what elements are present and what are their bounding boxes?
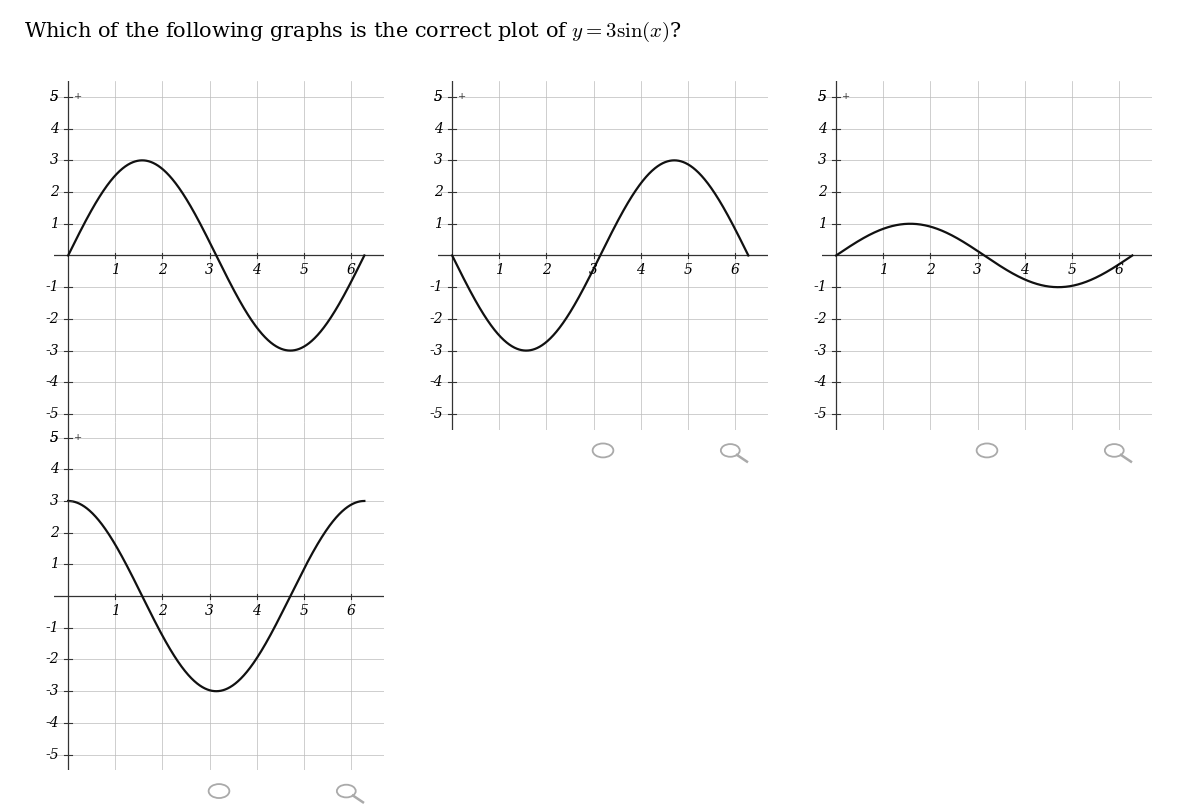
Text: 1: 1: [878, 264, 888, 277]
Text: -5: -5: [46, 748, 59, 762]
Text: -3: -3: [814, 344, 827, 358]
Text: -3: -3: [46, 684, 59, 698]
Text: 4: 4: [50, 462, 59, 476]
Text: 3: 3: [50, 153, 59, 167]
Text: 1: 1: [50, 557, 59, 572]
Text: 1: 1: [50, 217, 59, 231]
Text: -1: -1: [814, 280, 827, 294]
Text: -2: -2: [430, 312, 443, 326]
Text: 3: 3: [973, 264, 982, 277]
Text: +: +: [842, 92, 850, 101]
Text: 5: 5: [50, 90, 59, 104]
Text: 3: 3: [589, 264, 598, 277]
Text: 5: 5: [684, 264, 692, 277]
Text: 4: 4: [818, 122, 827, 135]
Text: -5: -5: [814, 407, 827, 421]
Text: 2: 2: [818, 185, 827, 199]
Text: -2: -2: [814, 312, 827, 326]
Text: +: +: [74, 92, 82, 101]
Text: 1: 1: [434, 217, 443, 231]
Text: Which of the following graphs is the correct plot of $y = 3\sin(x)$?: Which of the following graphs is the cor…: [24, 20, 682, 45]
Text: 5: 5: [818, 90, 827, 104]
Text: -3: -3: [46, 344, 59, 358]
Text: 4: 4: [252, 264, 262, 277]
Text: 6: 6: [347, 264, 355, 277]
Text: 2: 2: [50, 185, 59, 199]
Text: -4: -4: [814, 375, 827, 389]
Text: -4: -4: [46, 716, 59, 730]
Text: 1: 1: [818, 217, 827, 231]
Text: 4: 4: [636, 264, 646, 277]
Text: -1: -1: [46, 620, 59, 635]
Text: 2: 2: [158, 604, 167, 618]
Text: 4: 4: [434, 122, 443, 135]
Text: -4: -4: [430, 375, 443, 389]
Text: -5: -5: [46, 407, 59, 421]
Text: 5: 5: [1068, 264, 1076, 277]
Text: 3: 3: [205, 264, 214, 277]
Text: 5: 5: [300, 604, 308, 618]
Text: 2: 2: [434, 185, 443, 199]
Text: -1: -1: [46, 280, 59, 294]
Text: 5: 5: [50, 90, 59, 104]
Text: 5: 5: [50, 431, 59, 444]
Text: +: +: [74, 433, 82, 442]
Text: 1: 1: [110, 604, 120, 618]
Text: 3: 3: [205, 604, 214, 618]
Text: 3: 3: [818, 153, 827, 167]
Text: 1: 1: [494, 264, 504, 277]
Text: -4: -4: [46, 375, 59, 389]
Text: 2: 2: [50, 526, 59, 539]
Text: 1: 1: [110, 264, 120, 277]
Text: 2: 2: [926, 264, 935, 277]
Text: 2: 2: [542, 264, 551, 277]
Text: -3: -3: [430, 344, 443, 358]
Text: 4: 4: [1020, 264, 1030, 277]
Text: 4: 4: [50, 122, 59, 135]
Text: -2: -2: [46, 312, 59, 326]
Text: 6: 6: [1115, 264, 1123, 277]
Text: 5: 5: [50, 431, 59, 444]
Text: -2: -2: [46, 653, 59, 667]
Text: 6: 6: [731, 264, 739, 277]
Text: 5: 5: [300, 264, 308, 277]
Text: 5: 5: [818, 90, 827, 104]
Text: 5: 5: [434, 90, 443, 104]
Text: -5: -5: [430, 407, 443, 421]
Text: 3: 3: [50, 494, 59, 508]
Text: 4: 4: [252, 604, 262, 618]
Text: 3: 3: [434, 153, 443, 167]
Text: 6: 6: [347, 604, 355, 618]
Text: 5: 5: [434, 90, 443, 104]
Text: +: +: [458, 92, 466, 101]
Text: 2: 2: [158, 264, 167, 277]
Text: -1: -1: [430, 280, 443, 294]
